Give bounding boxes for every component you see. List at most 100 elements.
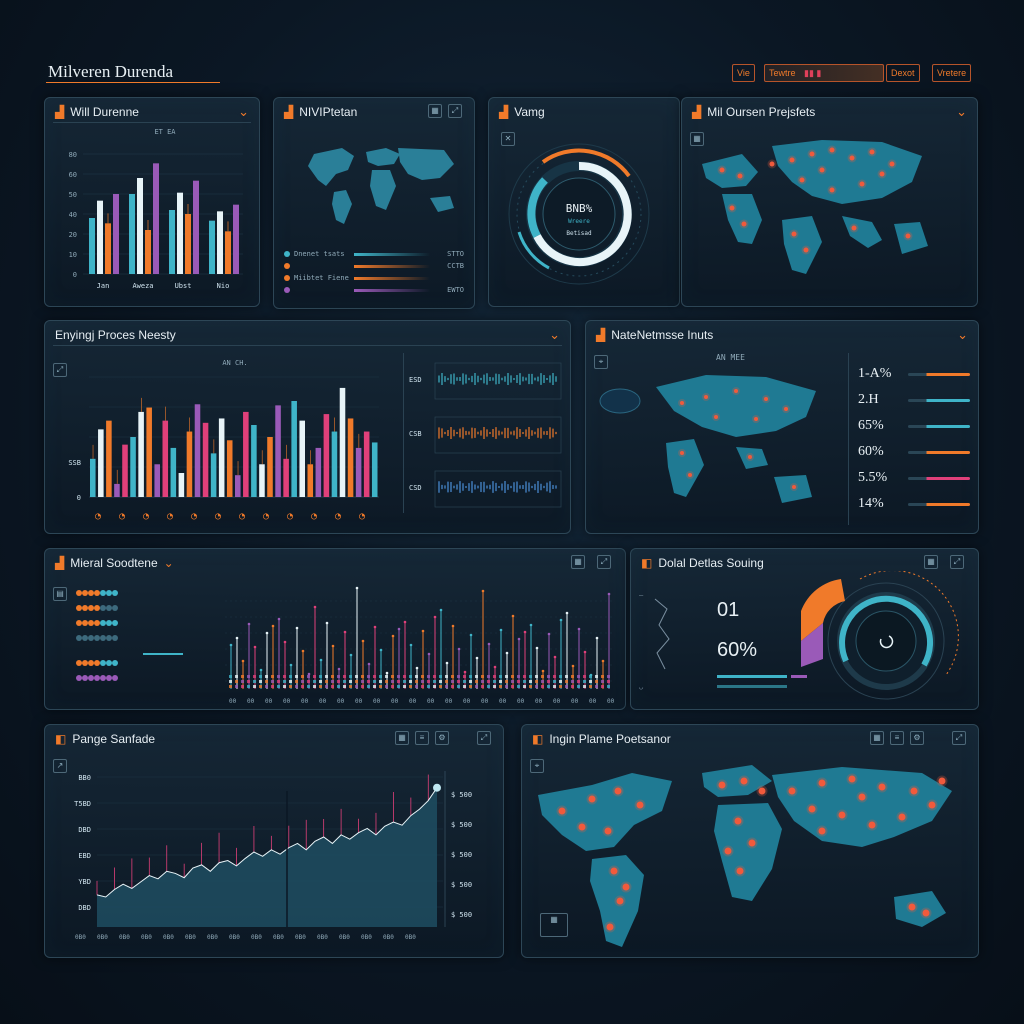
grid-icon[interactable]: ▦ <box>428 104 442 118</box>
stem-head <box>241 659 245 663</box>
x-tick-label: 0B0 <box>339 934 350 941</box>
ring-gauge <box>801 571 959 700</box>
gauge-sub2: Betisad <box>566 230 592 237</box>
map-marker <box>614 787 622 795</box>
dot-row <box>577 685 580 688</box>
panel-metric-scatter: ▟ Mieral Soodtene ⌄ ▦ ⤢ ▤ 00 00 00 00 00 00 00 00… <box>44 548 626 710</box>
stem-head <box>475 656 479 660</box>
dot-row <box>241 680 244 683</box>
x-tick-label: 00 <box>301 698 309 705</box>
pill-segment <box>88 605 94 611</box>
map-marker <box>622 883 630 891</box>
close-icon[interactable]: ✕ <box>501 132 515 146</box>
dot-row <box>475 675 478 678</box>
expand-icon[interactable]: ⤢ <box>952 731 966 745</box>
map-marker <box>898 813 906 821</box>
progress-bar <box>717 685 787 688</box>
toolbar-button-view[interactable]: Vie <box>732 64 755 82</box>
grid-icon[interactable]: ▦ <box>571 555 585 569</box>
list-icon[interactable]: ≡ <box>415 731 429 745</box>
dot-row <box>469 685 472 688</box>
expand-icon[interactable]: ⤢ <box>477 731 491 745</box>
grid-icon[interactable]: ▦ <box>924 555 938 569</box>
dot-row <box>553 680 556 683</box>
settings-icon[interactable]: ⚙ <box>910 731 924 745</box>
x-tick-label: 00 <box>445 698 453 705</box>
grid-icon[interactable]: ▦ <box>395 731 409 745</box>
layers-icon[interactable]: ▤ <box>53 587 67 601</box>
legend-bar <box>354 276 430 280</box>
panel-detail-scoring: ◧ Dolal Detlas Souing ▦ ⤢ — ◡ 01 60% <box>630 548 979 710</box>
dot-row <box>277 685 280 688</box>
expand-icon[interactable]: ⤢ <box>950 555 964 569</box>
dot-row <box>493 685 496 688</box>
legend-list: Dnenet tsats STTO CCTB Miibtet Fiene EWTO <box>284 248 464 296</box>
expand-icon[interactable]: ⤢ <box>448 104 462 118</box>
chevron-down-icon[interactable]: ⌄ <box>163 556 174 570</box>
dot-row <box>373 680 376 683</box>
legend-dot <box>284 287 290 293</box>
dot-row <box>457 680 460 683</box>
chart-caption: AN CH. <box>222 359 247 367</box>
map-legend-icon[interactable]: ▦ <box>540 913 568 937</box>
pill-segment <box>112 620 118 626</box>
stem-head <box>397 627 401 631</box>
pin-icon[interactable]: ⌖ <box>594 355 608 369</box>
dot-row <box>271 685 274 688</box>
bar <box>218 418 225 497</box>
dot-row <box>253 685 256 688</box>
stem-head <box>355 586 359 590</box>
stem-head <box>415 666 419 670</box>
expand-icon[interactable]: ⤢ <box>597 555 611 569</box>
settings-icon[interactable]: ⚙ <box>435 731 449 745</box>
x-tick-label: 00 <box>427 698 435 705</box>
toolbar-button-settings[interactable]: Vretere <box>932 64 972 82</box>
wedge-purple <box>801 623 823 667</box>
ring-value <box>839 595 934 667</box>
dot-row <box>379 675 382 678</box>
chevron-down-icon[interactable]: ⌄ <box>238 104 249 119</box>
map-marker <box>792 485 796 489</box>
chevron-down-icon[interactable]: ⌄ <box>957 327 968 342</box>
stem-head <box>235 636 239 640</box>
dot-row <box>451 675 454 678</box>
dot-row <box>511 685 514 688</box>
sparkline-group: ESD CSB CSD <box>409 362 562 508</box>
dot-row <box>295 675 298 678</box>
bar <box>114 483 120 497</box>
map-marker <box>606 923 614 931</box>
dot-row <box>445 685 448 688</box>
bar <box>130 437 136 497</box>
chevron-down-icon[interactable]: ⌄ <box>956 104 967 119</box>
expand-icon[interactable]: ⤢ <box>53 363 67 377</box>
dot-row <box>595 680 598 683</box>
dot-row <box>499 685 502 688</box>
toolbar-button-filter[interactable]: Tewtre ▮▮ ▮ <box>764 64 884 82</box>
stem-head <box>331 644 335 648</box>
decorative-glyphs: — ◡ <box>639 591 670 691</box>
stem-head <box>427 652 431 656</box>
stem-head <box>349 653 353 657</box>
panel-title: Mil Oursen Prejsfets <box>707 105 816 119</box>
chevron-down-icon[interactable]: ⌄ <box>549 327 560 342</box>
x-tick-label: 00 <box>535 698 543 705</box>
dot-row <box>259 675 262 678</box>
y-tick-label: 20 <box>69 231 77 239</box>
dot-row <box>445 680 448 683</box>
pin-icon[interactable]: ⌖ <box>530 759 544 773</box>
chart-type-icon[interactable]: ↗ <box>53 759 67 773</box>
gauge-value: BNB% <box>566 202 593 215</box>
stem-head <box>547 632 551 636</box>
bar <box>113 194 119 274</box>
dot-row <box>247 680 250 683</box>
bar-chart-process: AN CH. SSB 0 ◔ ◔ ◔ ◔ ◔ ◔ ◔ ◔ ◔ ◔ ◔ ◔ <box>68 359 379 522</box>
dot-row <box>343 680 346 683</box>
x-tick-label: Jan <box>97 282 110 290</box>
x-tick-label: 00 <box>247 698 255 705</box>
toolbar-button-export[interactable]: Dexot <box>886 64 920 82</box>
map-marker <box>758 787 766 795</box>
grid-icon[interactable]: ▦ <box>870 731 884 745</box>
list-icon[interactable]: ≡ <box>890 731 904 745</box>
grid-icon[interactable]: ▦ <box>690 132 704 146</box>
map-marker <box>558 807 566 815</box>
